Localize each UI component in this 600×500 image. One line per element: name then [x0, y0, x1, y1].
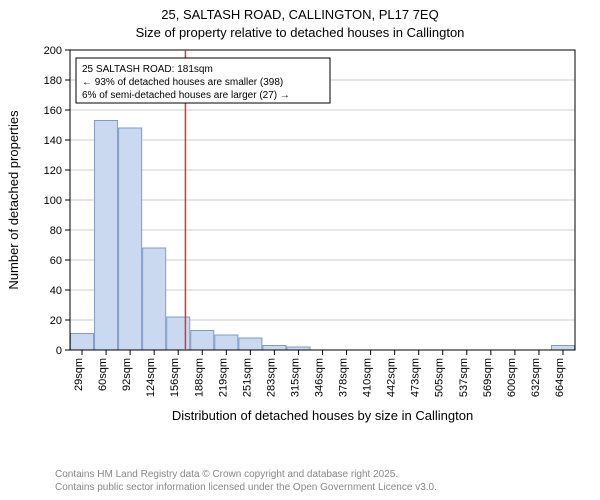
chart-svg: 0 20 40 60 80 100 120 140 160 180 200 29sqm 60sqm 92s… — [0, 42, 600, 442]
x-tick-label: 537sqm — [458, 358, 470, 397]
x-tick-label: 283sqm — [265, 358, 277, 397]
histogram-bar — [191, 331, 214, 351]
chart-title-block: 25, SALTASH ROAD, CALLINGTON, PL17 7EQ S… — [0, 0, 600, 41]
svg-text:100: 100 — [44, 195, 62, 207]
x-tick-label: 505sqm — [434, 358, 446, 397]
footer-attribution: Contains HM Land Registry data © Crown c… — [55, 469, 437, 494]
histogram-bar — [119, 128, 142, 350]
x-tick-label: 156sqm — [169, 358, 181, 397]
footer-line-1: Contains HM Land Registry data © Crown c… — [55, 469, 437, 482]
x-tick-label: 410sqm — [362, 358, 374, 397]
histogram-bar — [263, 346, 286, 351]
x-axis-label: Distribution of detached houses by size … — [172, 408, 473, 423]
x-tick-label: 346sqm — [314, 358, 326, 397]
svg-text:120: 120 — [44, 165, 62, 177]
histogram-bar — [239, 338, 262, 350]
x-tick-label: 124sqm — [145, 358, 157, 397]
histogram-chart: 0 20 40 60 80 100 120 140 160 180 200 29sqm 60sqm 92s… — [0, 42, 600, 442]
x-tick-label: 569sqm — [482, 358, 494, 397]
x-tick-label: 378sqm — [338, 358, 350, 397]
histogram-bar — [71, 334, 94, 351]
svg-text:0: 0 — [56, 345, 62, 357]
x-tick-label: 315sqm — [289, 358, 301, 397]
svg-text:60: 60 — [50, 255, 62, 267]
svg-text:40: 40 — [50, 285, 62, 297]
title-line-1: 25, SALTASH ROAD, CALLINGTON, PL17 7EQ — [0, 6, 600, 24]
x-tick-label: 29sqm — [73, 358, 85, 391]
x-tick-label: 600sqm — [506, 358, 518, 397]
x-tick-label: 251sqm — [241, 358, 253, 397]
histogram-bar — [167, 317, 190, 350]
footer-line-2: Contains public sector information licen… — [55, 482, 437, 495]
x-tick-label: 188sqm — [193, 358, 205, 397]
svg-text:20: 20 — [50, 315, 62, 327]
title-line-2: Size of property relative to detached ho… — [0, 24, 600, 42]
marker-annotation-line: 25 SALTASH ROAD: 181sqm — [82, 64, 213, 75]
x-tick-label: 92sqm — [121, 358, 133, 391]
histogram-bar — [215, 335, 238, 350]
x-tick-label: 473sqm — [410, 358, 422, 397]
x-tick-label: 664sqm — [554, 358, 566, 397]
svg-text:140: 140 — [44, 135, 62, 147]
marker-annotation-line: ← 93% of detached houses are smaller (39… — [82, 77, 283, 88]
svg-text:160: 160 — [44, 105, 62, 117]
y-axis-label: Number of detached properties — [6, 110, 21, 290]
svg-text:180: 180 — [44, 75, 62, 87]
histogram-bar — [143, 248, 166, 350]
x-tick-label: 632sqm — [530, 358, 542, 397]
histogram-bar — [95, 121, 118, 351]
x-tick-label: 442sqm — [386, 358, 398, 397]
marker-annotation-line: 6% of semi-detached houses are larger (2… — [82, 90, 290, 101]
histogram-bar — [551, 346, 574, 351]
svg-text:80: 80 — [50, 225, 62, 237]
svg-text:200: 200 — [44, 45, 62, 57]
x-tick-label: 60sqm — [97, 358, 109, 391]
x-tick-label: 219sqm — [217, 358, 229, 397]
